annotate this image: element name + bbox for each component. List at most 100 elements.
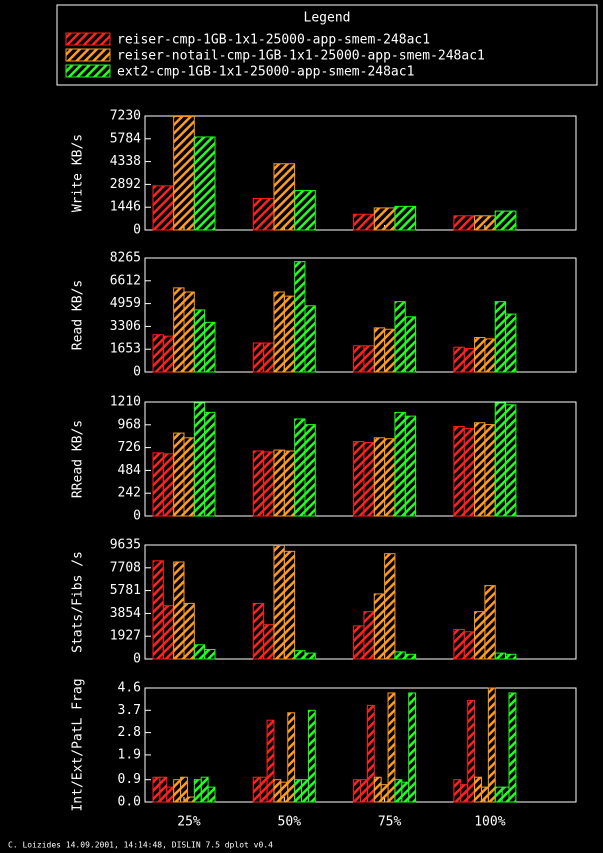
bar: [166, 786, 175, 803]
bar: [404, 415, 417, 517]
bar: [460, 784, 469, 803]
y-tick-label: 0: [133, 365, 141, 380]
bar: [207, 786, 216, 803]
y-tick-label: 3306: [110, 319, 141, 334]
bar: [463, 427, 476, 517]
bar: [180, 776, 188, 803]
y-tick-label: 8265: [110, 251, 141, 266]
y-tick-label: 4.6: [118, 681, 141, 696]
bar: [484, 585, 496, 660]
bar: [263, 342, 275, 373]
bar: [384, 328, 396, 373]
bar: [474, 215, 496, 231]
bar: [484, 424, 496, 517]
bar: [294, 650, 306, 660]
y-tick-label: 9635: [110, 538, 141, 553]
bar: [453, 215, 476, 231]
y-tick-label: 1653: [110, 342, 141, 357]
y-tick-label: 7708: [110, 560, 141, 575]
bar: [273, 544, 285, 660]
bar: [501, 786, 510, 803]
bar: [494, 786, 503, 803]
bar: [273, 449, 285, 517]
bar: [183, 291, 195, 373]
y-tick-label: 3.7: [118, 703, 141, 718]
bar: [453, 425, 465, 517]
bar: [159, 776, 168, 803]
y-tick-label: 3854: [110, 606, 141, 621]
bar: [401, 781, 410, 803]
x-tick-label: 50%: [278, 815, 302, 830]
bar: [301, 779, 309, 803]
y-tick-label: 0: [133, 223, 141, 238]
x-tick-label: 75%: [378, 815, 402, 830]
bar: [467, 699, 476, 803]
y-axis-label: RRead KB/s: [71, 420, 86, 498]
bar: [204, 411, 216, 517]
bar: [505, 653, 517, 660]
bar: [373, 593, 386, 660]
footer: C. Loizides 14.09.2001, 14:14:48, DISLIN…: [8, 841, 273, 850]
legend-swatch: [65, 64, 111, 78]
bar: [200, 776, 209, 803]
bar: [487, 687, 496, 803]
bar: [353, 779, 361, 803]
bar: [353, 345, 365, 373]
bar: [152, 560, 164, 660]
bar: [394, 779, 403, 803]
bar: [394, 301, 406, 373]
bar: [193, 309, 206, 373]
bar: [193, 779, 202, 803]
y-tick-label: 1927: [110, 629, 141, 644]
bar: [152, 452, 164, 517]
bar: [280, 781, 289, 803]
y-tick-label: 6612: [110, 273, 141, 288]
legend-label: reiser-notail-cmp-1GB-1x1-25000-app-smem…: [117, 49, 485, 64]
bar: [152, 334, 164, 373]
y-axis-label: Stats/Fibs /s: [71, 551, 86, 653]
bar: [474, 422, 486, 517]
y-tick-label: 0.0: [118, 795, 141, 810]
bar: [173, 561, 185, 660]
y-axis-label: Read KB/s: [71, 280, 86, 350]
bar: [152, 776, 161, 803]
bar: [353, 213, 375, 231]
bar: [266, 719, 275, 803]
bar: [173, 115, 195, 231]
bar: [480, 786, 489, 803]
y-tick-label: 1.9: [118, 747, 141, 762]
bar: [453, 779, 462, 803]
bar: [162, 335, 175, 373]
bar: [366, 704, 375, 803]
bar: [474, 611, 486, 660]
y-tick-label: 4338: [110, 154, 141, 169]
bar: [474, 776, 482, 803]
y-tick-label: 1210: [110, 395, 141, 410]
bar: [453, 628, 465, 660]
bar: [183, 437, 195, 517]
bar: [494, 210, 517, 231]
bar: [252, 602, 265, 660]
bar: [263, 624, 275, 660]
y-tick-label: 484: [118, 463, 142, 478]
bar: [353, 441, 365, 517]
y-tick-label: 726: [118, 440, 141, 455]
bar: [162, 605, 175, 660]
y-tick-label: 968: [118, 417, 141, 432]
bar: [173, 779, 182, 803]
bar: [193, 136, 216, 231]
bar: [474, 337, 486, 373]
y-tick-label: 0.9: [118, 772, 141, 787]
bar: [283, 295, 296, 373]
bar: [162, 453, 175, 517]
bar: [273, 291, 285, 373]
bar: [186, 796, 195, 803]
bar: [380, 784, 389, 803]
legend-title: Legend: [304, 11, 351, 26]
bar: [252, 197, 275, 231]
bar: [494, 402, 507, 517]
bar: [373, 437, 386, 517]
bar: [484, 338, 496, 373]
bar: [384, 553, 396, 660]
x-tick-label: 25%: [177, 815, 201, 830]
